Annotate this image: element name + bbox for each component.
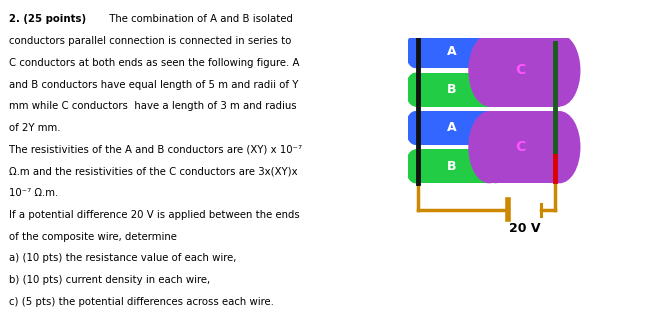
FancyBboxPatch shape: [415, 34, 496, 68]
Ellipse shape: [486, 73, 506, 107]
Text: 2. (25 points): 2. (25 points): [9, 14, 86, 24]
Text: B: B: [447, 160, 456, 173]
Text: The combination of A and B isolated: The combination of A and B isolated: [106, 14, 293, 24]
Ellipse shape: [405, 34, 425, 68]
FancyBboxPatch shape: [489, 34, 560, 107]
Text: C: C: [515, 140, 526, 154]
Ellipse shape: [486, 149, 506, 183]
Text: c) (5 pts) the potential differences across each wire.: c) (5 pts) the potential differences acr…: [9, 297, 274, 307]
Text: B: B: [447, 83, 456, 96]
Ellipse shape: [486, 34, 506, 68]
Text: mm while C conductors  have a length of 3 m and radius: mm while C conductors have a length of 3…: [9, 101, 297, 111]
Text: conductors parallel connection is connected in series to: conductors parallel connection is connec…: [9, 36, 292, 46]
Text: 10⁻⁷ Ω.m.: 10⁻⁷ Ω.m.: [9, 188, 59, 198]
Text: A: A: [447, 45, 456, 58]
Text: C conductors at both ends as seen the following figure. A: C conductors at both ends as seen the fo…: [9, 58, 300, 68]
Ellipse shape: [469, 111, 510, 183]
Text: Ω.m and the resistivities of the C conductors are 3x(XY)x: Ω.m and the resistivities of the C condu…: [9, 166, 298, 177]
Ellipse shape: [539, 34, 580, 107]
FancyBboxPatch shape: [415, 73, 496, 107]
Ellipse shape: [405, 73, 425, 107]
Text: b) (10 pts) current density in each wire,: b) (10 pts) current density in each wire…: [9, 275, 211, 285]
Text: and B conductors have equal length of 5 m and radii of Y: and B conductors have equal length of 5 …: [9, 79, 298, 90]
Ellipse shape: [405, 111, 425, 145]
FancyBboxPatch shape: [415, 111, 496, 145]
Text: 20 V: 20 V: [509, 222, 540, 235]
Ellipse shape: [539, 111, 580, 183]
FancyBboxPatch shape: [415, 149, 496, 183]
Ellipse shape: [486, 111, 506, 145]
Text: If a potential difference 20 V is applied between the ends: If a potential difference 20 V is applie…: [9, 210, 300, 220]
Text: A: A: [447, 122, 456, 134]
Text: of 2Y mm.: of 2Y mm.: [9, 123, 61, 133]
Text: of the composite wire, determine: of the composite wire, determine: [9, 232, 177, 242]
Ellipse shape: [405, 149, 425, 183]
Ellipse shape: [469, 34, 510, 107]
Text: The resistivities of the A and B conductors are (XY) x 10⁻⁷: The resistivities of the A and B conduct…: [9, 145, 302, 155]
FancyBboxPatch shape: [489, 111, 560, 183]
Text: a) (10 pts) the resistance value of each wire,: a) (10 pts) the resistance value of each…: [9, 253, 236, 263]
Text: C: C: [515, 63, 526, 77]
